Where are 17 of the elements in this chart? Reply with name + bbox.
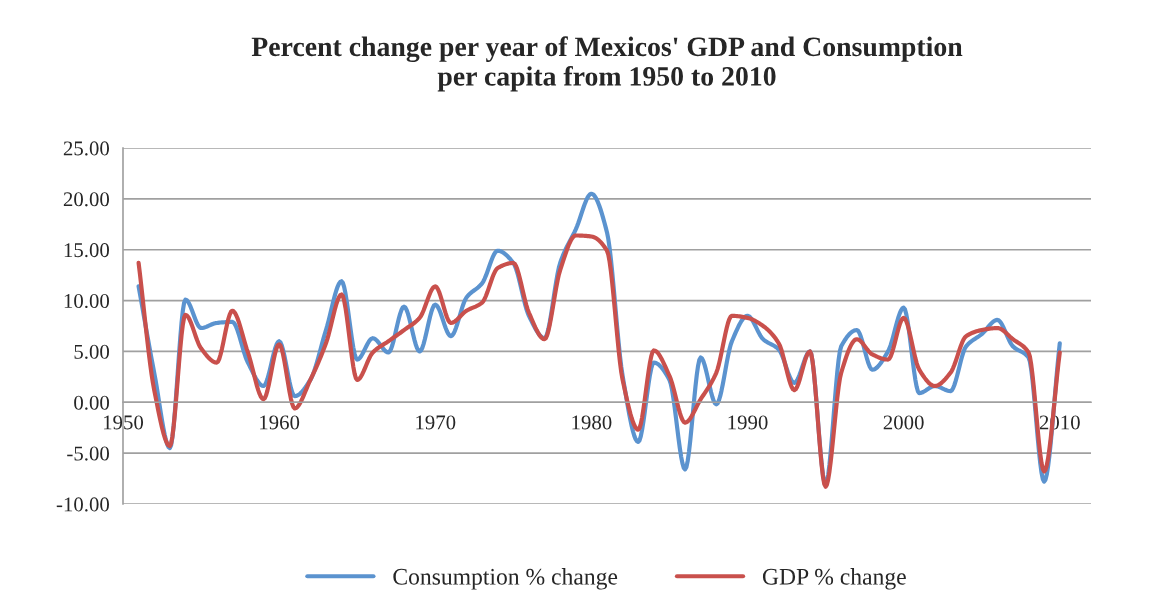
x-tick-label: 1990	[728, 415, 768, 430]
x-tick-label: 1960	[260, 415, 300, 430]
legend-label: Consumption % change	[393, 568, 618, 590]
y-tick-label: 25.00	[63, 141, 110, 156]
y-tick-label: 10.00	[64, 293, 110, 309]
x-tick-label: 1980	[572, 415, 612, 430]
x-tick-label: 1970	[416, 415, 456, 430]
y-tick-label: -5.00	[67, 446, 110, 461]
x-tick-label: 2000	[883, 415, 924, 430]
y-tick-label: -10.00	[56, 497, 110, 512]
y-tick-label: 15.00	[64, 243, 110, 258]
x-tick-label: 1950	[104, 415, 144, 430]
legend-label: GDP % change	[762, 568, 906, 590]
y-tick-label: 0.00	[74, 395, 110, 410]
chart-title: Percent change per year of Mexicos' GDP and Consumption per capita from 1950 to 2010	[251, 36, 963, 92]
y-tick-label: 5.00	[74, 344, 110, 359]
y-tick-label: 20.00	[63, 192, 110, 207]
